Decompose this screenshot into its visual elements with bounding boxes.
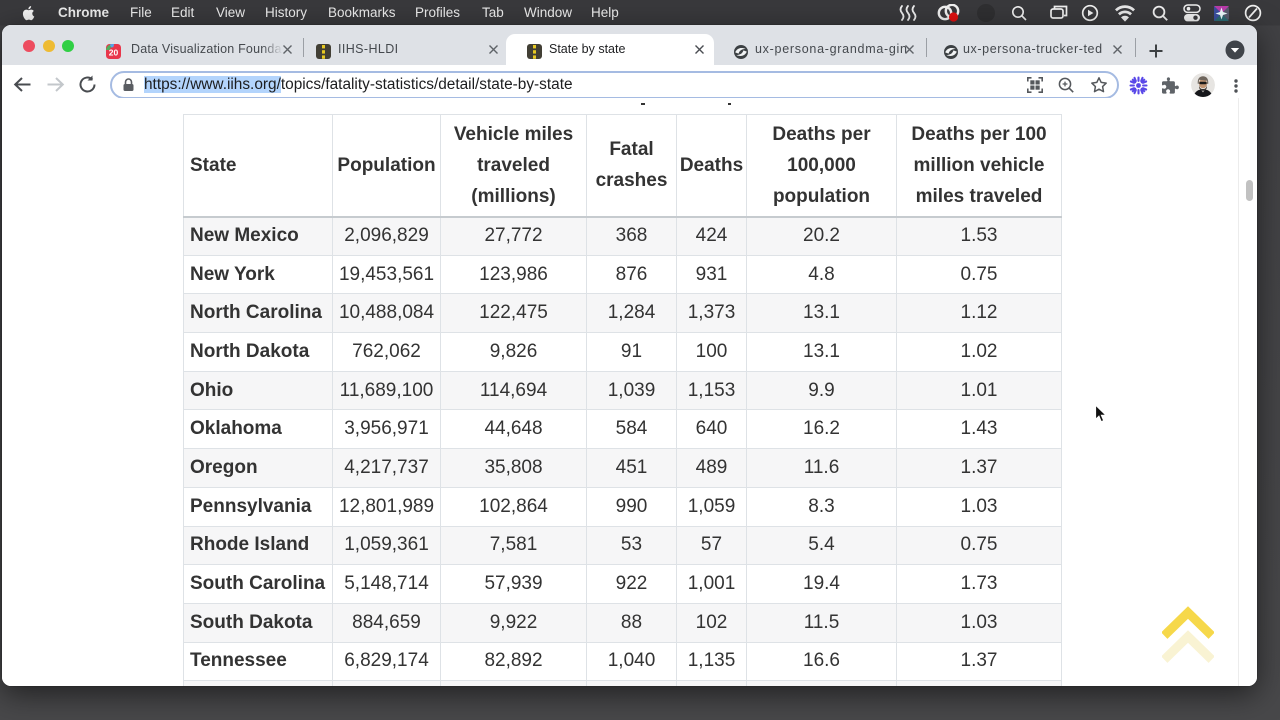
svg-text:20: 20: [109, 48, 119, 58]
